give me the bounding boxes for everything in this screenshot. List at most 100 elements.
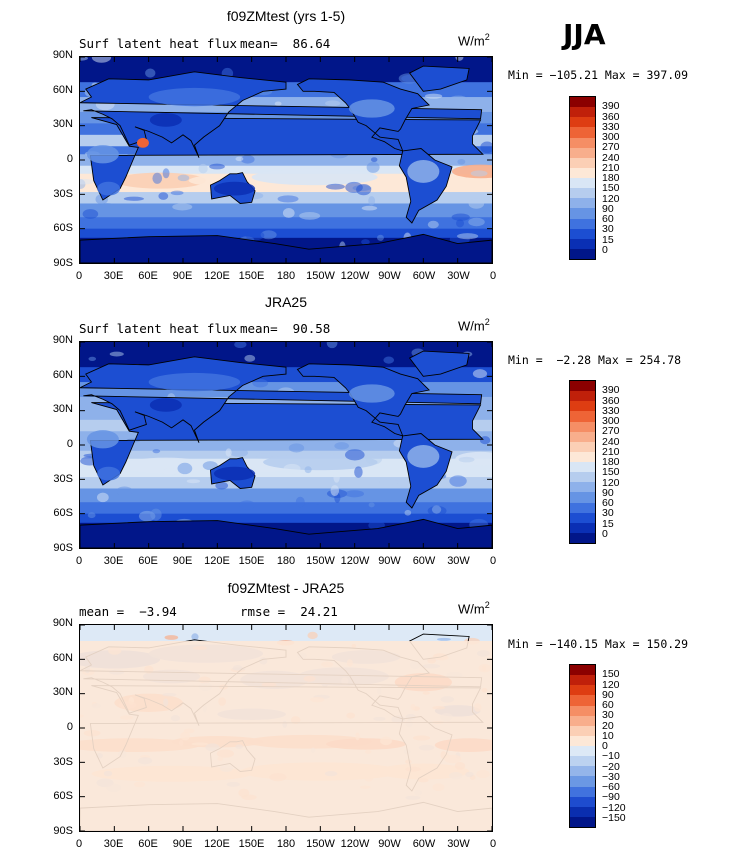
latitude-tick-label: 30S [53,187,73,200]
longitude-tick-label: 120W [340,555,370,567]
colorbar-tick-label: 120 [602,678,620,691]
colorbar-swatch [570,401,595,412]
longitude-tick-label: 60W [412,555,436,567]
units-exponent: 2 [484,600,490,610]
colorbar-swatch [570,806,595,817]
colorbar-tick-label: 240 [602,435,620,448]
colorbar-swatch [570,147,595,158]
longitude-tick-label: 120E [204,270,230,282]
colorbar [569,96,596,260]
colorbar-tick-label: 60 [602,213,614,225]
longitude-tick-label: 60W [412,270,436,282]
colorbar-tick-label: 300 [602,131,620,143]
longitude-tick-label: 60E [138,270,158,282]
colorbar-swatch [570,735,595,746]
units-label: W/m2 [458,600,490,616]
colorbar-swatch [570,441,595,452]
colorbar-tick-label: 90 [602,202,614,215]
colorbar-tick-label: 180 [602,172,620,184]
colorbar-swatch [570,137,595,148]
longitude-tick-label: 0 [489,270,497,282]
map-plot [79,56,493,264]
colorbar-tick-label: −150 [602,811,626,824]
longitude-tick-label: 120E [204,555,230,567]
longitude-tick-label: 30E [103,270,124,282]
longitude-tick-label: 180 [276,838,296,850]
longitude-tick-label: 120W [340,838,370,850]
colorbar-swatch [570,512,595,523]
latitude-tick-label: 60N [52,651,73,664]
longitude-tick-label: 30W [447,270,470,282]
colorbar-swatch [570,431,595,442]
colorbar-tick-label: 30 [602,223,614,236]
colorbar-swatch [570,705,595,716]
units-exponent: 2 [484,317,490,327]
colorbar-swatch [570,715,595,726]
colorbar-swatch [570,167,595,178]
colorbar-tick-label: 10 [602,729,614,742]
colorbar-tick-label: 30 [602,709,614,722]
min-max-label: Min = −140.15 Max = 150.29 [508,637,689,651]
colorbar-tick-label: 30 [602,507,614,520]
colorbar-swatch [570,157,595,168]
colorbar-tick-label: 150 [602,466,620,479]
longitude-tick-label: 150E [238,838,265,850]
panel-title: JRA25 [264,294,308,310]
longitude-tick-label: 150W [306,838,335,850]
colorbar-swatch [570,391,595,402]
colorbar-swatch [570,725,595,736]
map-canvas [80,625,492,831]
colorbar-tick-label: −120 [602,801,626,814]
colorbar-swatch [570,675,595,686]
colorbar-swatch [570,208,595,219]
panel-title: f09ZMtest (yrs 1-5) [226,8,346,24]
panel-subtitle-left: Surf latent heat flux [79,321,238,336]
longitude-tick-label: 30E [103,555,124,567]
colorbar-swatch [570,492,595,503]
latitude-tick-label: 90S [53,825,73,837]
colorbar-swatch [570,117,595,128]
colorbar-tick-label: 20 [602,719,614,732]
colorbar-swatch [570,228,595,239]
colorbar-swatch [570,796,595,807]
colorbar-swatch [570,198,595,209]
colorbar-tick-label: 60 [602,699,614,711]
colorbar-tick-label: −60 [602,781,620,793]
colorbar-tick-label: 240 [602,151,620,164]
colorbar-tick-label: 180 [602,456,620,468]
units-base: W/m [458,33,485,49]
latitude-tick-label: 60S [53,790,73,803]
season-label: JJA [563,18,606,51]
panel-subtitle-stat: mean= 90.58 [240,321,331,336]
colorbar-swatch [570,766,595,777]
colorbar-swatch [570,107,595,118]
longitude-tick-label: 90W [378,555,401,567]
colorbar-swatch [570,482,595,493]
latitude-tick-label: 30S [53,472,73,485]
colorbar-swatch [570,218,595,229]
longitude-tick-label: 60W [412,838,436,850]
colorbar-swatch [570,786,595,797]
panel-subtitle-stat: rmse = 24.21 [240,604,338,619]
longitude-tick-label: 150E [238,555,265,567]
units-base: W/m [458,601,485,617]
colorbar-tick-label: 0 [602,527,608,540]
panel-subtitle-left: Surf latent heat flux [79,36,238,51]
latitude-tick-label: 60S [53,222,73,235]
colorbar-tick-label: −20 [602,760,620,773]
longitude-tick-label: 60E [138,838,158,850]
colorbar-swatch [570,746,595,757]
longitude-tick-label: 150E [238,270,265,282]
colorbar-tick-label: 270 [602,141,620,154]
colorbar-swatch [570,816,595,827]
min-max-label: Min = −2.28 Max = 254.78 [508,353,682,367]
colorbar-tick-label: −30 [602,770,620,783]
longitude-tick-label: 90W [378,838,401,850]
latitude-tick-label: 0 [66,153,73,165]
colorbar-tick-label: 90 [602,688,614,701]
latitude-tick-label: 90N [52,617,73,629]
longitude-tick-label: 120W [340,270,370,282]
colorbar [569,664,596,828]
latitude-tick-label: 0 [66,721,73,733]
colorbar-tick-label: 210 [602,161,620,174]
